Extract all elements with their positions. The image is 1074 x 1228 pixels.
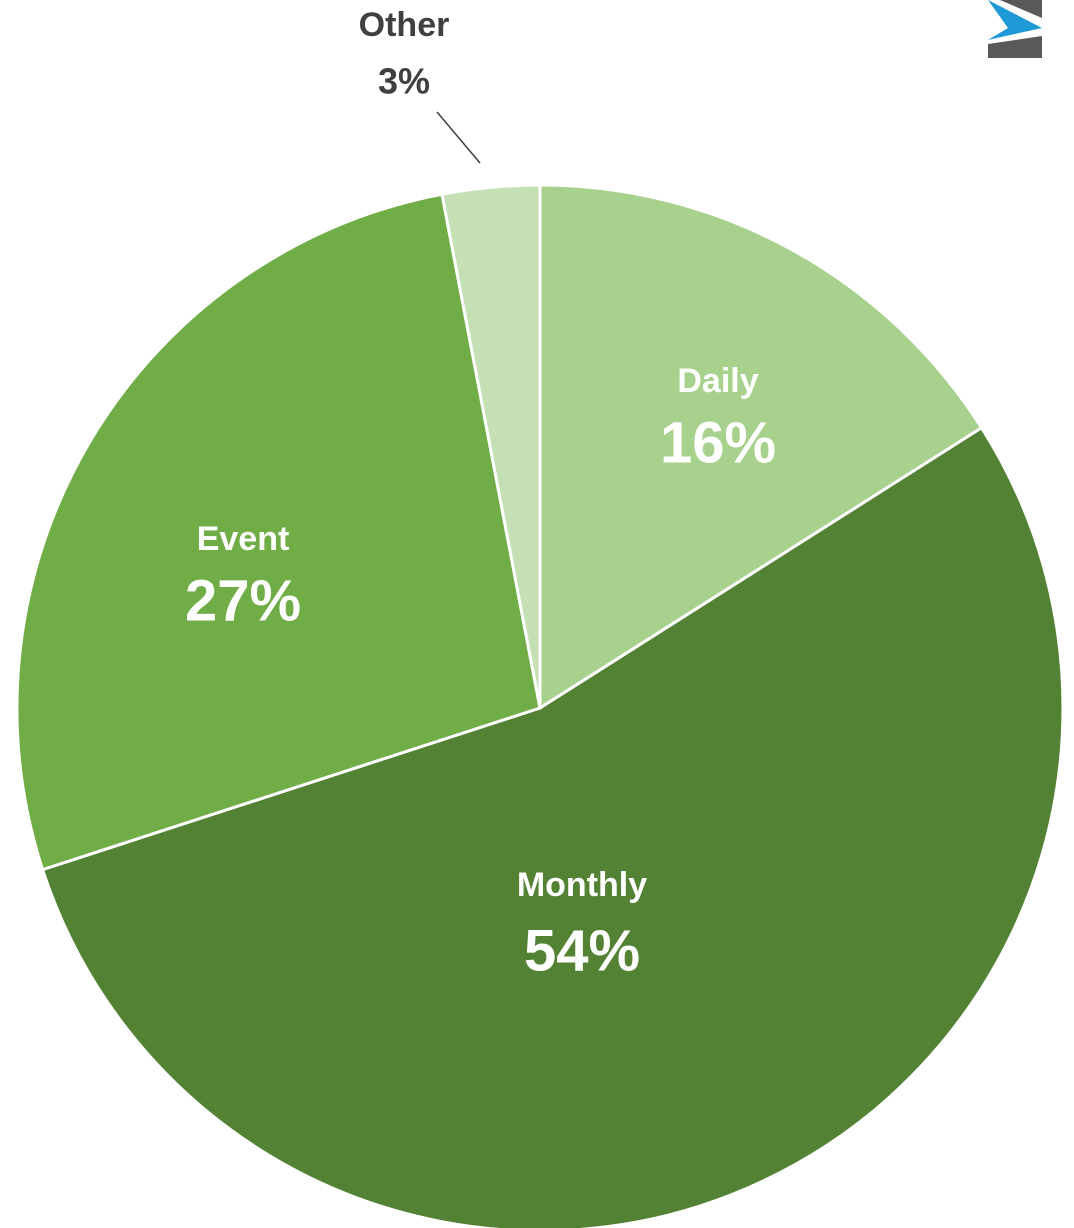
slice-name: Other <box>359 6 450 44</box>
slice-value: 16% <box>660 410 776 475</box>
logo-base <box>988 36 1042 58</box>
pie-slice <box>538 183 984 711</box>
logo-top <box>1000 0 1042 18</box>
pie-slice <box>40 425 1065 1228</box>
slice-name: Monthly <box>517 866 647 904</box>
slice-value: 54% <box>524 918 640 983</box>
logo-chevron <box>988 0 1042 40</box>
slice-value: 27% <box>185 568 301 633</box>
slice-value: 3% <box>378 61 430 102</box>
slice-name: Event <box>197 520 290 558</box>
slice-name: Daily <box>677 362 758 400</box>
logo <box>988 0 1042 58</box>
pie-slice <box>15 192 542 872</box>
leader-line <box>436 111 481 164</box>
pie-slice <box>440 183 542 709</box>
